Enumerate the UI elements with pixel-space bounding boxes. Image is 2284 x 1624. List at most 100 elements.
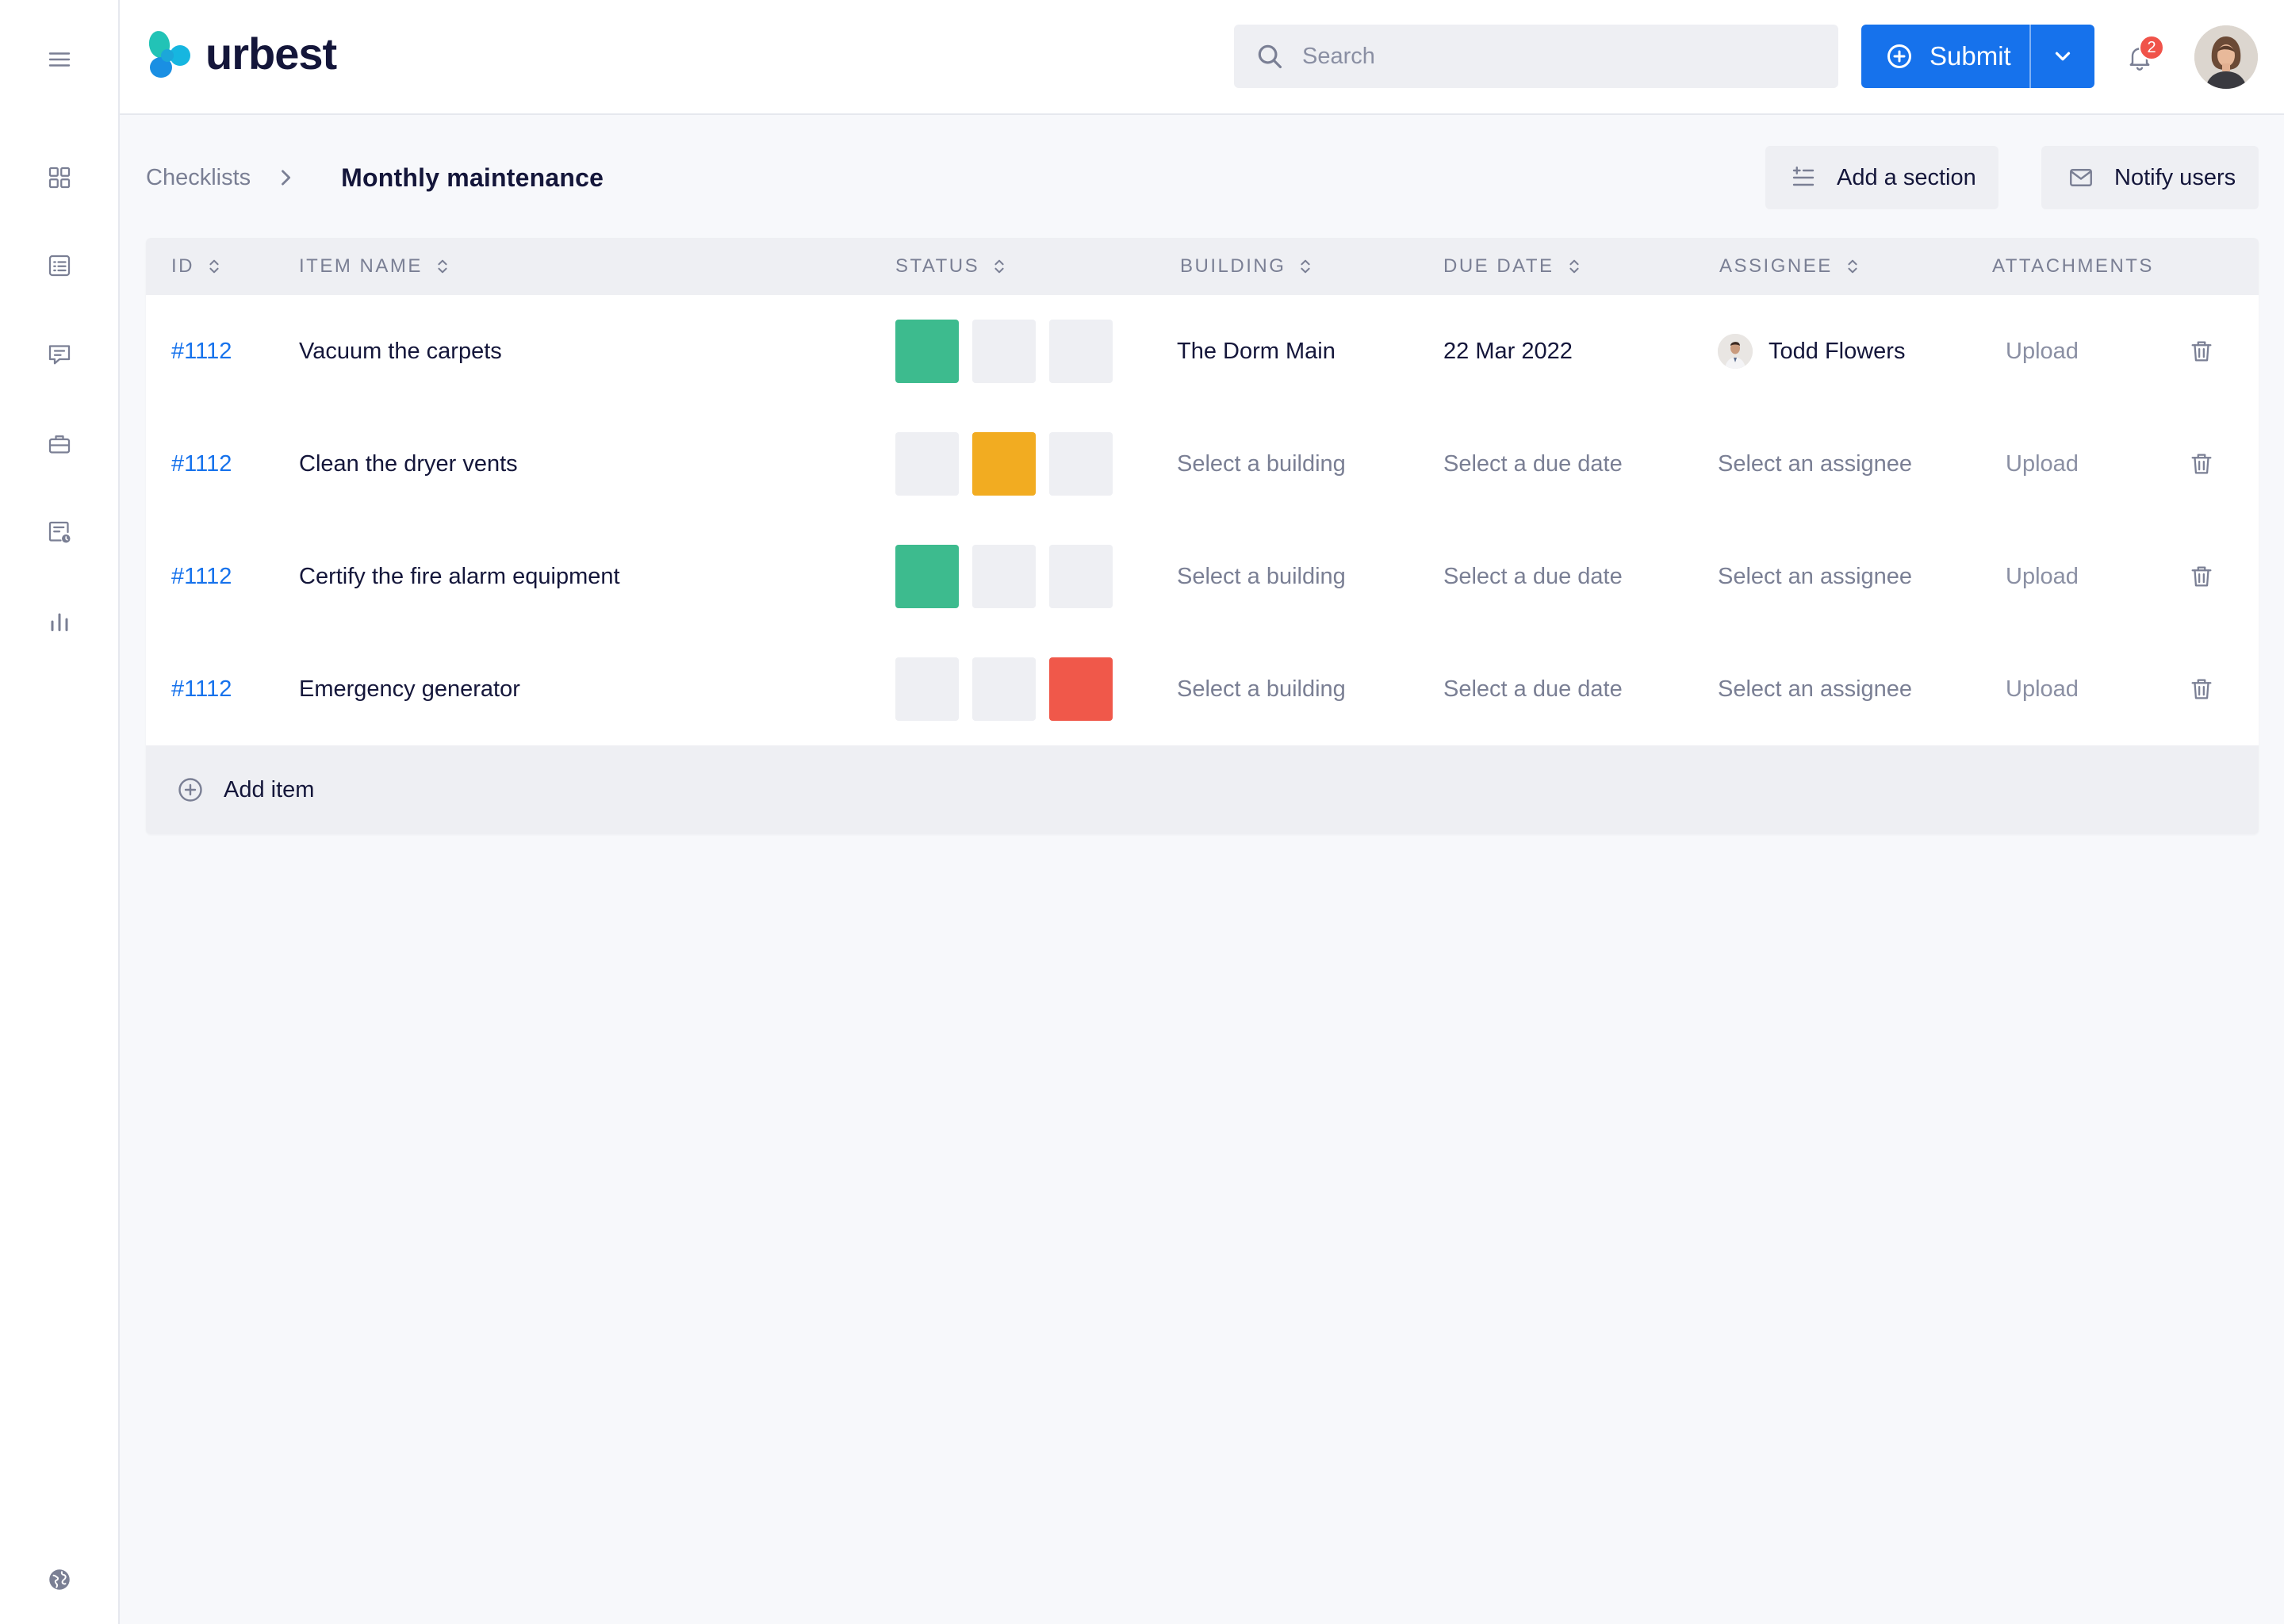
status-done-box[interactable]	[895, 657, 959, 721]
checklist-table: ID ITEM NAME STATUS BUILDING DUE DATE AS…	[146, 238, 2259, 834]
dashboard-icon	[48, 167, 71, 189]
search-bar[interactable]	[1234, 25, 1838, 88]
add-circle-icon	[1887, 44, 1911, 68]
add-item-label: Add item	[224, 776, 315, 802]
item-id-link[interactable]: #1112	[171, 338, 232, 364]
notify-users-button[interactable]: Notify users	[2041, 146, 2259, 209]
column-label: ASSIGNEE	[1719, 255, 1833, 277]
column-header-due-date[interactable]: DUE DATE	[1443, 238, 1583, 295]
upload-link[interactable]: Upload	[2006, 563, 2079, 589]
due-date-select[interactable]: Select a due date	[1443, 676, 1623, 702]
status-in-progress-box[interactable]	[972, 320, 1036, 383]
sort-icon	[1848, 259, 1857, 274]
building-select[interactable]: Select a building	[1177, 450, 1346, 477]
brand-logo[interactable]: urbest	[145, 29, 337, 79]
delete-button[interactable]	[2178, 665, 2225, 713]
notification-badge: 2	[2139, 35, 2164, 60]
user-avatar[interactable]	[2194, 25, 2258, 89]
status-blocked-box[interactable]	[1049, 657, 1113, 721]
sidebar-item-work[interactable]	[36, 420, 83, 468]
sidebar-item-dashboard[interactable]	[36, 154, 83, 201]
column-header-building[interactable]: BUILDING	[1180, 238, 1314, 295]
column-label: ID	[171, 255, 194, 277]
item-name[interactable]: Clean the dryer vents	[299, 450, 518, 477]
column-header-assignee[interactable]: ASSIGNEE	[1719, 238, 1861, 295]
breadcrumb: Checklists Monthly maintenance	[146, 155, 604, 200]
mail-icon	[2070, 169, 2092, 186]
item-id-link[interactable]: #1112	[171, 450, 232, 477]
brand-name: urbest	[205, 29, 337, 79]
add-item-row: Add item	[146, 745, 2259, 834]
table-header: ID ITEM NAME STATUS BUILDING DUE DATE AS…	[146, 238, 2259, 295]
submit-button[interactable]: Submit	[1861, 25, 2029, 88]
trash-icon	[2191, 341, 2212, 362]
delete-button[interactable]	[2178, 553, 2225, 600]
sort-icon	[1301, 259, 1310, 274]
item-name[interactable]: Certify the fire alarm equipment	[299, 563, 620, 589]
submit-label: Submit	[1930, 41, 2011, 71]
add-item-button[interactable]: Add item	[176, 769, 314, 810]
chevron-down-icon	[2055, 52, 2071, 61]
due-date-select[interactable]: 22 Mar 2022	[1443, 338, 1573, 364]
item-id-link[interactable]: #1112	[171, 676, 232, 702]
due-date-select[interactable]: Select a due date	[1443, 450, 1623, 477]
status-done-box[interactable]	[895, 432, 959, 496]
assignee-select[interactable]: Select an assignee	[1718, 676, 1913, 702]
search-input[interactable]	[1302, 43, 1810, 70]
assignee-photo-icon	[1718, 334, 1753, 369]
column-header-attachments: ATTACHMENTS	[1992, 238, 2154, 295]
status-selector	[895, 320, 1113, 383]
logo-icon	[148, 31, 190, 78]
item-name[interactable]: Vacuum the carpets	[299, 338, 502, 364]
status-in-progress-box[interactable]	[972, 545, 1036, 608]
menu-button[interactable]	[36, 36, 83, 83]
upload-link[interactable]: Upload	[2006, 450, 2079, 477]
status-in-progress-box[interactable]	[972, 657, 1036, 721]
sort-icon	[438, 259, 447, 274]
upload-link[interactable]: Upload	[2006, 338, 2079, 364]
delete-button[interactable]	[2178, 327, 2225, 375]
status-blocked-box[interactable]	[1049, 545, 1113, 608]
status-blocked-box[interactable]	[1049, 432, 1113, 496]
column-label: BUILDING	[1180, 255, 1286, 277]
sections-icon	[1792, 167, 1815, 186]
breadcrumb-checklists[interactable]: Checklists	[146, 164, 251, 190]
assignee-select[interactable]: Todd Flowers	[1718, 334, 1905, 369]
upload-link[interactable]: Upload	[2006, 676, 2079, 702]
assignee-select[interactable]: Select an assignee	[1718, 450, 1913, 477]
item-name[interactable]: Emergency generator	[299, 676, 520, 702]
sidebar-item-language[interactable]	[36, 1556, 83, 1603]
item-id-link[interactable]: #1112	[171, 563, 232, 589]
status-blocked-box[interactable]	[1049, 320, 1113, 383]
sidebar-item-messages[interactable]	[36, 331, 83, 378]
assignee-select[interactable]: Select an assignee	[1718, 563, 1913, 589]
table-row: #1112 Clean the dryer vents Select a bui…	[146, 408, 2259, 520]
building-select[interactable]: The Dorm Main	[1177, 338, 1336, 364]
due-date-select[interactable]: Select a due date	[1443, 563, 1623, 589]
column-header-status[interactable]: STATUS	[895, 238, 1008, 295]
trash-icon	[2191, 566, 2212, 587]
add-section-label: Add a section	[1837, 164, 1976, 190]
status-done-box[interactable]	[895, 545, 959, 608]
submit-button-group: Submit	[1861, 25, 2094, 88]
column-header-item-name[interactable]: ITEM NAME	[299, 238, 451, 295]
building-select[interactable]: Select a building	[1177, 676, 1346, 702]
building-select[interactable]: Select a building	[1177, 563, 1346, 589]
submit-dropdown-button[interactable]	[2031, 25, 2094, 88]
add-section-button[interactable]: Add a section	[1765, 146, 1998, 209]
sidebar-item-analytics[interactable]	[36, 598, 83, 645]
status-in-progress-box[interactable]	[972, 432, 1036, 496]
column-label: ATTACHMENTS	[1992, 255, 2154, 277]
user-photo-icon	[2194, 25, 2258, 89]
chevron-right-icon	[282, 170, 291, 186]
status-done-box[interactable]	[895, 320, 959, 383]
sidebar-item-schedule[interactable]	[36, 508, 83, 556]
add-circle-icon	[178, 778, 202, 802]
sidebar-item-checklists[interactable]	[36, 242, 83, 289]
assignee-name: Todd Flowers	[1769, 338, 1906, 364]
column-header-id[interactable]: ID	[171, 238, 223, 295]
delete-button[interactable]	[2178, 440, 2225, 488]
trash-icon	[2191, 679, 2212, 699]
column-label: STATUS	[895, 255, 980, 277]
table-row: #1112 Vacuum the carpets The Dorm Main 2…	[146, 295, 2259, 408]
